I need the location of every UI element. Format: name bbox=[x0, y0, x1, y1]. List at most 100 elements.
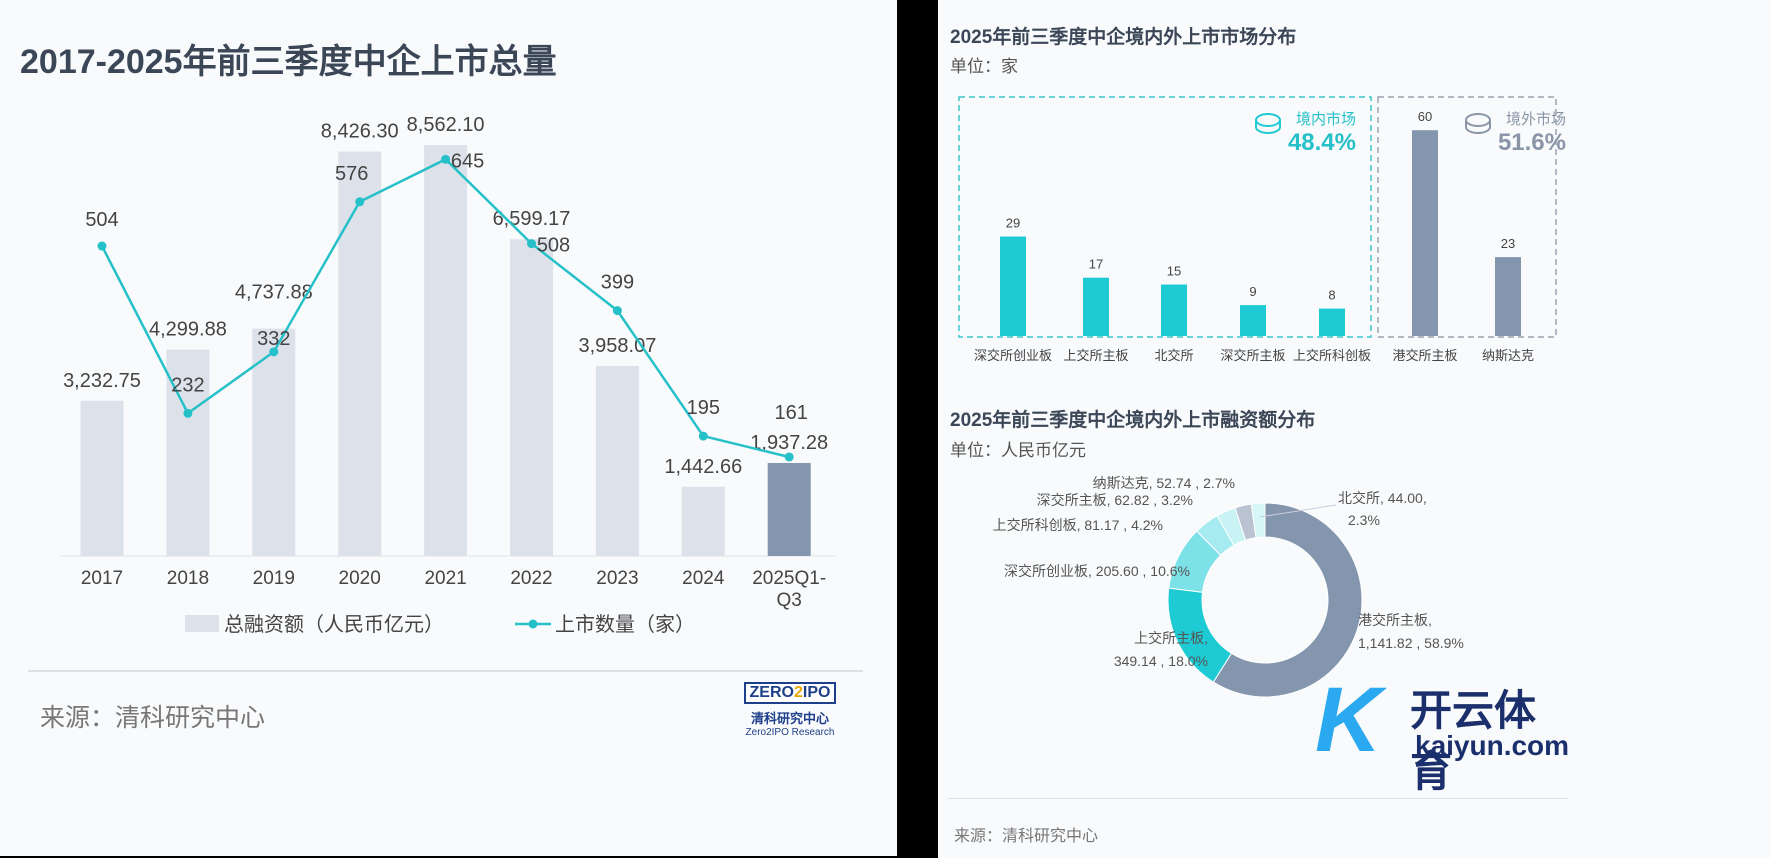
market-x-label: 上交所主板 bbox=[1063, 348, 1128, 363]
market-bar bbox=[1083, 277, 1109, 336]
divider bbox=[948, 798, 1568, 799]
x-tick-label: 2024 bbox=[682, 568, 725, 589]
x-tick-label: 2019 bbox=[253, 568, 295, 589]
bar-value-label: 1,937.28 bbox=[750, 432, 828, 454]
market-bar bbox=[1240, 305, 1266, 336]
line-value-label: 504 bbox=[85, 209, 118, 231]
donut-label: 1,141.82 , 58.9% bbox=[1358, 635, 1464, 651]
bar-value-label: 3,232.75 bbox=[63, 370, 141, 392]
source-text: 来源：清科研究中心 bbox=[954, 828, 1099, 845]
market-x-label: 上交所科创板 bbox=[1293, 348, 1371, 363]
donut-label: 上交所主板, bbox=[1134, 630, 1208, 646]
line-point bbox=[441, 154, 451, 164]
bar-chart-unit: 单位：家 bbox=[950, 57, 1018, 76]
market-x-label: 深交所创业板 bbox=[974, 348, 1052, 363]
x-tick-label: 2025Q1- bbox=[752, 568, 826, 589]
donut-slice bbox=[1212, 502, 1363, 698]
market-bar bbox=[1000, 236, 1026, 336]
market-bar-value: 29 bbox=[1006, 216, 1020, 231]
bar-value-label: 3,958.07 bbox=[578, 335, 656, 357]
bar bbox=[510, 239, 553, 556]
domestic-callout: 境内市场 48.4% bbox=[1226, 108, 1356, 157]
line-value-label: 195 bbox=[687, 397, 720, 419]
market-bar-value: 15 bbox=[1167, 264, 1181, 279]
market-bar-value: 8 bbox=[1328, 288, 1335, 303]
bar bbox=[80, 400, 124, 556]
legend-swatch-bar bbox=[185, 615, 219, 632]
left-panel: 2017-2025年前三季度中企上市总量 3,232.75 2017 4,299.8… bbox=[0, 0, 897, 856]
donut-label: 上交所科创板, 81.17 , 4.2% bbox=[993, 517, 1163, 533]
market-bar-value: 17 bbox=[1089, 257, 1103, 272]
watermark-logo: K 开云体育 kaiyun.com bbox=[1315, 669, 1570, 795]
x-tick-label: 2018 bbox=[167, 568, 209, 589]
line-value-label: 508 bbox=[537, 235, 570, 257]
bar bbox=[338, 151, 382, 556]
main-chart: 3,232.75 2017 4,299.88 2018 4,737.88 2019 8,42… bbox=[60, 114, 835, 636]
line-point bbox=[269, 347, 279, 357]
bar-value-label: 1,442.66 bbox=[664, 456, 742, 478]
market-bar bbox=[1495, 257, 1521, 336]
market-bar-value: 60 bbox=[1418, 109, 1432, 124]
line-point bbox=[698, 431, 708, 441]
line-value-label: 232 bbox=[171, 374, 204, 396]
leader-line bbox=[1259, 504, 1337, 518]
bar-value-label: 8,426.30 bbox=[321, 121, 399, 143]
bar-value-label: 6,599.17 bbox=[493, 208, 571, 230]
bar-chart-title: 2025年前三季度中企境内外上市市场分布 bbox=[950, 27, 1297, 48]
bar-value-label: 4,737.88 bbox=[235, 282, 313, 304]
legend-swatch-point bbox=[528, 619, 538, 629]
bar bbox=[252, 328, 296, 556]
main-chart-title: 2017-2025年前三季度中企上市总量 bbox=[20, 43, 557, 81]
x-tick-label: Q3 bbox=[777, 590, 802, 611]
line-point bbox=[527, 239, 536, 249]
bar bbox=[595, 366, 639, 556]
donut-slice bbox=[1250, 502, 1266, 539]
domestic-box bbox=[958, 96, 1372, 338]
donut-chart-title: 2025年前三季度中企境内外上市融资额分布 bbox=[950, 410, 1316, 431]
market-x-label: 深交所主板 bbox=[1220, 348, 1285, 363]
zero2ipo-logo: ZERO2IPO 清科研究中心 Zero2IPO Research bbox=[743, 682, 837, 738]
donut-chart: 港交所主板, 1,141.82 , 58.9% 上交所主板, 349.14 , 18.… bbox=[993, 475, 1464, 698]
x-tick-label: 2021 bbox=[424, 568, 466, 589]
donut-label: 2.3% bbox=[1348, 512, 1380, 528]
market-bar bbox=[1161, 284, 1187, 336]
line-point bbox=[612, 306, 622, 316]
market-x-label: 北交所 bbox=[1154, 348, 1193, 363]
donut-label: 深交所创业板, 205.60 , 10.6% bbox=[1004, 563, 1190, 579]
domestic-label: 境内市场 bbox=[1295, 111, 1356, 128]
domestic-pct: 48.4% bbox=[1287, 129, 1356, 156]
line-point bbox=[784, 452, 794, 462]
overseas-box bbox=[1377, 96, 1557, 338]
legend-label-bar: 总融资额（人民币亿元） bbox=[224, 613, 444, 636]
market-bar-chart: 29 深交所创业板 17 上交所主板 15 北交所 9 深交所主板 8 上交所科创板 60 港交所主板… bbox=[958, 96, 1557, 363]
domestic-pie-icon bbox=[1255, 120, 1281, 134]
bar bbox=[424, 145, 468, 556]
x-tick-label: 2020 bbox=[339, 568, 381, 589]
bar-value-label: 4,299.88 bbox=[149, 319, 227, 341]
market-x-label: 港交所主板 bbox=[1392, 348, 1457, 363]
donut-chart-unit: 单位：人民币亿元 bbox=[950, 441, 1086, 460]
line-value-label: 399 bbox=[601, 272, 634, 294]
x-tick-label: 2022 bbox=[510, 568, 552, 589]
right-panel: 2025年前三季度中企境内外上市市场分布 单位：家 29 深交所创业板 17 上交所主… bbox=[938, 0, 1771, 858]
legend-label-line: 上市数量（家） bbox=[555, 613, 695, 636]
market-bar bbox=[1412, 130, 1438, 336]
line-value-label: 576 bbox=[335, 163, 368, 185]
line-value-label: 645 bbox=[451, 150, 484, 172]
donut-label: 349.14 , 18.0% bbox=[1114, 653, 1208, 669]
donut-label: 深交所主板, 62.82 , 3.2% bbox=[1037, 492, 1193, 508]
divider bbox=[28, 670, 863, 672]
market-bar bbox=[1319, 308, 1345, 336]
bar-value-label: 8,562.10 bbox=[407, 114, 485, 136]
overseas-callout: 境外市场 51.6% bbox=[1436, 108, 1566, 157]
line-point bbox=[355, 197, 365, 207]
x-tick-label: 2017 bbox=[81, 568, 123, 589]
line-point bbox=[183, 408, 193, 418]
line-value-label: 161 bbox=[775, 402, 808, 424]
overseas-pct: 51.6% bbox=[1497, 129, 1566, 156]
line-value-label: 332 bbox=[257, 328, 290, 350]
source-text: 来源：清科研究中心 bbox=[40, 704, 266, 732]
overseas-pie-icon bbox=[1465, 120, 1491, 134]
overseas-label: 境外市场 bbox=[1505, 111, 1566, 128]
market-x-label: 纳斯达克 bbox=[1482, 348, 1534, 363]
